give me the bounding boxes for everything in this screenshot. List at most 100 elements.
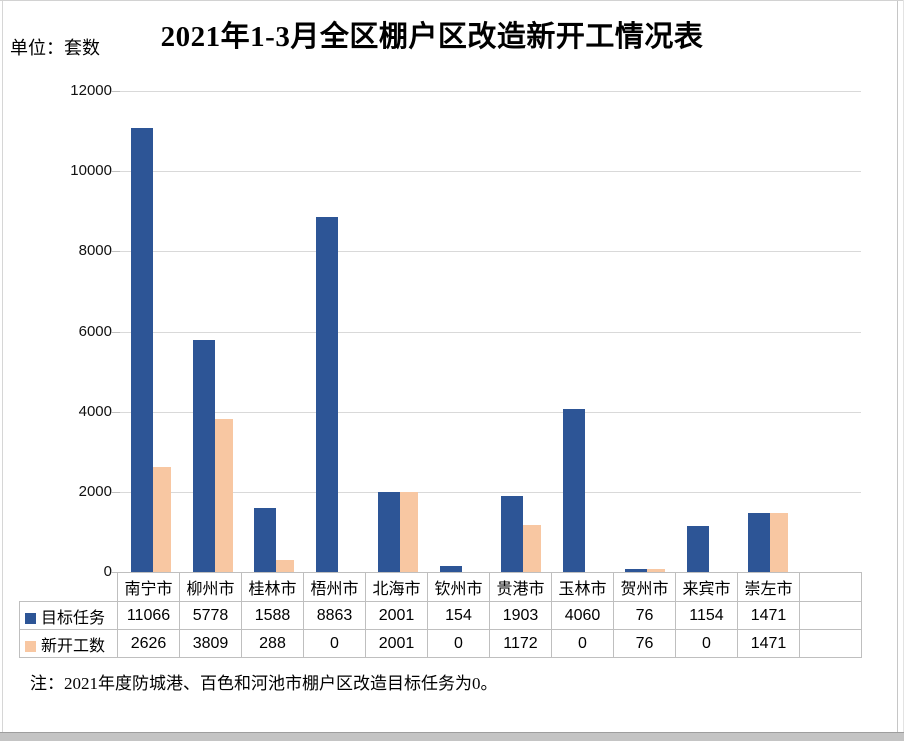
value-cell: 5778 [179, 601, 242, 630]
y-tick-mark [111, 91, 120, 92]
y-axis-ticks [111, 0, 120, 600]
category-slot [676, 91, 738, 572]
y-axis-label: 6000 [78, 322, 112, 340]
value-cell: 2626 [117, 629, 180, 658]
value-cell: 1903 [489, 601, 552, 630]
chart-title: 2021年1-3月全区棚户区改造新开工情况表 [160, 21, 704, 53]
y-tick-mark [111, 332, 120, 333]
started-bar [770, 513, 789, 572]
category-slot [614, 91, 676, 572]
legend-cell: 新开工数 [19, 629, 118, 658]
category-header-cell: 玉林市 [551, 572, 614, 602]
legend-label: 新开工数 [41, 637, 106, 655]
category-header-cell: 柳州市 [179, 572, 242, 602]
y-axis-label: 12000 [70, 82, 112, 99]
target-bar [377, 492, 400, 572]
started-bar [523, 525, 542, 572]
category-header-cell: 北海市 [365, 572, 428, 602]
category-slot [120, 91, 182, 572]
gridline [120, 332, 861, 333]
empty-value-cell [799, 601, 862, 630]
y-tick-mark [111, 171, 120, 172]
y-axis-label: 10000 [70, 162, 112, 180]
started-bar [646, 569, 665, 572]
target-bar [686, 526, 709, 572]
started-bar [152, 467, 171, 572]
started-bar [214, 419, 233, 572]
plot-area [120, 91, 861, 572]
category-slot [367, 91, 429, 572]
value-cell: 2001 [365, 601, 428, 630]
value-cell: 1471 [737, 629, 800, 658]
value-cell: 76 [613, 629, 676, 658]
y-axis-label: 0 [103, 563, 112, 580]
window-border-left [2, 1, 3, 733]
gridlines-layer [120, 0, 861, 600]
footnote: 注：2021年度防城港、百色和河池市棚户区改造目标任务为0。 [30, 674, 498, 693]
category-header-cell: 来宾市 [675, 572, 738, 602]
y-axis-label: 8000 [78, 242, 112, 260]
legend-swatch [25, 640, 36, 652]
gridline [120, 492, 861, 493]
value-cell: 154 [427, 601, 490, 630]
category-slot [799, 91, 861, 572]
empty-header-cell [799, 572, 862, 602]
value-cell: 0 [427, 629, 490, 658]
gridline [120, 412, 861, 413]
category-header-cell: 贵港市 [489, 572, 552, 602]
y-axis-label: 2000 [78, 482, 112, 500]
value-cell: 4060 [551, 601, 614, 630]
target-bar [748, 513, 771, 572]
y-axis-label: 4000 [78, 402, 112, 420]
value-cell: 1471 [737, 601, 800, 630]
value-cell: 3809 [179, 629, 242, 658]
target-bar [501, 496, 524, 572]
value-cell: 8863 [303, 601, 366, 630]
target-bar [254, 508, 277, 572]
y-axis-labels: 0 2000 4000 6000 8000 10000 12000 [0, 0, 112, 600]
unit-label: 单位：套数 [10, 38, 100, 58]
category-header-cell: 钦州市 [427, 572, 490, 602]
category-slot [491, 91, 553, 572]
target-bar [563, 409, 586, 572]
y-tick-mark [111, 492, 120, 493]
target-bar [439, 566, 462, 572]
gridline [120, 171, 861, 172]
value-cell: 76 [613, 601, 676, 630]
value-cell: 2001 [365, 629, 428, 658]
target-bar [130, 128, 153, 572]
y-tick-mark [111, 412, 120, 413]
value-cell: 11066 [117, 601, 180, 630]
value-cell: 1154 [675, 601, 738, 630]
window-border-top [0, 0, 904, 1]
started-bar [399, 492, 418, 572]
category-slot [244, 91, 306, 572]
y-tick-mark [111, 251, 120, 252]
category-header-cell: 梧州市 [303, 572, 366, 602]
category-slot [182, 91, 244, 572]
table-corner-blank [20, 573, 118, 602]
category-header-cell: 南宁市 [117, 572, 180, 602]
legend-label: 目标任务 [41, 609, 106, 627]
value-cell: 1172 [489, 629, 552, 658]
legend-swatch [25, 612, 36, 624]
target-bar [624, 569, 647, 572]
value-cell: 0 [303, 629, 366, 658]
y-tick-mark [111, 572, 120, 573]
value-cell: 0 [551, 629, 614, 658]
data-table: 南宁市 柳州市 桂林市 梧州市 北海市 钦州市 贵港市 玉林市 贺州市 来宾市 崇左市 目标任务 110… [19, 572, 862, 658]
target-bar [192, 340, 215, 572]
started-bar [276, 560, 295, 572]
window-border-bottom [0, 732, 904, 741]
window-border-right [897, 1, 898, 733]
category-slot [738, 91, 800, 572]
category-slot [429, 91, 491, 572]
gridline [120, 91, 861, 92]
value-cell: 288 [241, 629, 304, 658]
category-header-cell: 贺州市 [613, 572, 676, 602]
legend-cell: 目标任务 [19, 601, 118, 630]
category-slot [305, 91, 367, 572]
value-cell: 1588 [241, 601, 304, 630]
target-bar [316, 217, 339, 572]
